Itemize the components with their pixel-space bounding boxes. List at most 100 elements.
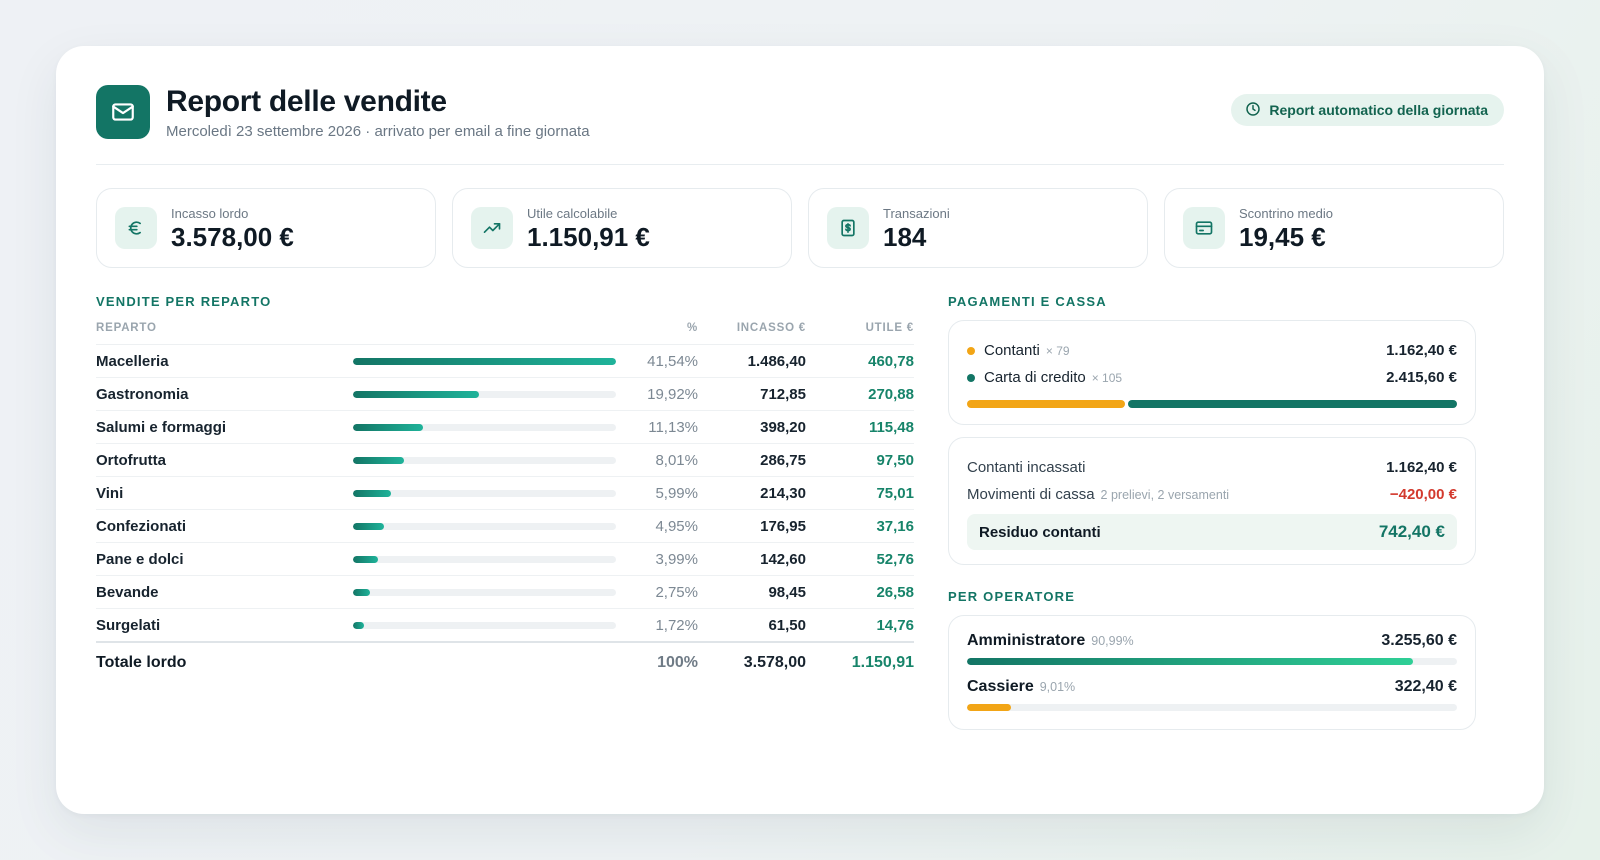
operator-name: Cassiere [967,678,1034,695]
payment-split-bar [967,400,1457,408]
residuo-value: 742,40 € [1378,522,1445,541]
report-header: Report delle vendite Mercoledì 23 settem… [96,82,1504,142]
reparto-incasso: 98,45 [768,583,806,601]
share-bar [353,390,616,398]
page-subtitle: Mercoledì 23 settembre 2026 · arrivato p… [166,122,590,140]
table-row: Surgelati 1,72% 61,50 14,76 [96,609,914,642]
kpi-incasso-lordo: Incasso lordo 3.578,00 € [96,188,436,268]
reparto-incasso: 1.486,40 [747,352,806,370]
table-row: Pane e dolci 3,99% 142,60 52,76 [96,543,914,576]
reparto-pct: 2,75% [655,583,698,601]
section-title: PER OPERATORE [948,589,1076,604]
share-bar-fill [353,357,616,365]
table-body: Macelleria 41,54% 1.486,40 460,78 Gastronomi… [96,345,914,642]
kpi-transazioni: Transazioni 184 [808,188,1148,268]
reparto-name: Confezionati [96,517,186,535]
kpi-value: 3.578,00 € [171,221,294,252]
cash-panel: Contanti incassati 1.162,40 € Movimenti … [948,437,1476,565]
share-bar-fill [353,555,379,563]
page-title: Report delle vendite [166,84,447,118]
reparto-pct: 4,95% [655,517,698,535]
reparto-incasso: 214,30 [760,484,806,502]
operator-amount: 3.255,60 € [1381,632,1457,649]
reparto-incasso: 398,20 [760,418,806,436]
operator-name: Amministratore [967,632,1086,649]
reparto-incasso: 142,60 [760,550,806,568]
header-divider [96,164,1504,165]
table-header: REPARTO % INCASSO € UTILE € [96,317,914,345]
table-row: Vini 5,99% 214,30 75,01 [96,477,914,510]
card-dot [967,373,975,382]
reparto-utile: 115,48 [868,418,914,436]
reparto-pct: 8,01% [655,451,698,469]
reparto-utile: 52,76 [876,550,914,568]
share-bar [353,423,616,431]
reparto-incasso: 61,50 [768,616,806,634]
reparto-name: Vini [96,484,124,502]
kpi-label: Transazioni [883,205,950,221]
share-bar-fill [353,489,391,497]
share-bar [353,489,616,497]
reparto-name: Pane e dolci [96,550,184,568]
reparto-utile: 75,01 [876,484,914,502]
table-row: Salumi e formaggi 11,13% 398,20 115,48 [96,411,914,444]
kpi-label: Utile calcolabile [527,205,618,221]
report-card: Report delle vendite Mercoledì 23 settem… [56,46,1544,814]
cash-note: 2 prelievi, 2 versamenti [1100,487,1230,502]
payment-count: × 105 [1091,370,1123,385]
receipt-icon [827,207,869,249]
share-bar [353,456,616,464]
reparto-incasso: 176,95 [760,517,806,535]
reparto-pct: 19,92% [647,385,698,403]
cash-value: −420,00 € [1389,486,1457,503]
badge-label: Report automatico della giornata [1269,102,1488,118]
residuo-contanti: Residuo contanti 742,40 € [967,514,1457,550]
share-bar [353,621,616,629]
payment-name: Contanti [984,342,1040,359]
reparto-pct: 1,72% [655,616,698,634]
table-row: Confezionati 4,95% 176,95 37,16 [96,510,914,543]
reparto-pct: 11,13% [648,418,698,436]
share-bar-fill [353,621,364,629]
col-pct: % [686,321,698,334]
kpi-utile-calcolabile: Utile calcolabile 1.150,91 € [452,188,792,268]
reparto-utile: 270,88 [868,385,914,403]
auto-report-badge: Report automatico della giornata [1231,94,1504,126]
reparto-utile: 460,78 [868,352,914,370]
operator-pct: 90,99% [1091,634,1134,648]
kpi-label: Incasso lordo [171,205,249,221]
reparto-pct: 3,99% [655,550,698,568]
reparto-pct: 5,99% [655,484,698,502]
col-reparto: REPARTO [96,321,157,334]
reparto-name: Salumi e formaggi [96,418,227,436]
kpi-label: Scontrino medio [1239,205,1333,221]
total-utile: 1.150,91 [851,654,914,671]
cash-dot [967,346,975,355]
reparto-utile: 26,58 [876,583,914,601]
kpi-value: 19,45 € [1239,221,1326,252]
payments-panel: Contanti × 79 1.162,40 € Carta di credit… [948,320,1476,425]
table-row: Gastronomia 19,92% 712,85 270,88 [96,378,914,411]
clock-icon [1245,101,1261,120]
operators-panel: Amministratore 90,99% 3.255,60 € Cassier… [948,615,1476,730]
operator-cassiere: Cassiere 9,01% 322,40 € [967,678,1457,711]
split-segment-contanti [967,400,1126,408]
reparto-pct: 41,54% [647,352,698,370]
kpi-value: 184 [883,221,927,252]
share-bar-fill [353,423,424,431]
table-row: Ortofrutta 8,01% 286,75 97,50 [96,444,914,477]
kpi-value: 1.150,91 € [527,221,650,252]
operator-pct: 9,01% [1039,680,1076,694]
residuo-label: Residuo contanti [979,523,1101,541]
section-title: PAGAMENTI E CASSA [948,294,1107,309]
reparto-incasso: 286,75 [760,451,806,469]
total-label: Totale lordo [96,654,187,671]
col-incasso: INCASSO € [736,321,806,334]
total-incasso: 3.578,00 [743,654,806,671]
table-row: Bevande 2,75% 98,45 26,58 [96,576,914,609]
payment-name: Carta di credito [984,369,1086,386]
section-title: VENDITE PER REPARTO [96,294,272,309]
card-icon [1183,207,1225,249]
cash-row-incassati: Contanti incassati 1.162,40 € [967,454,1457,481]
reparto-name: Macelleria [96,352,169,370]
